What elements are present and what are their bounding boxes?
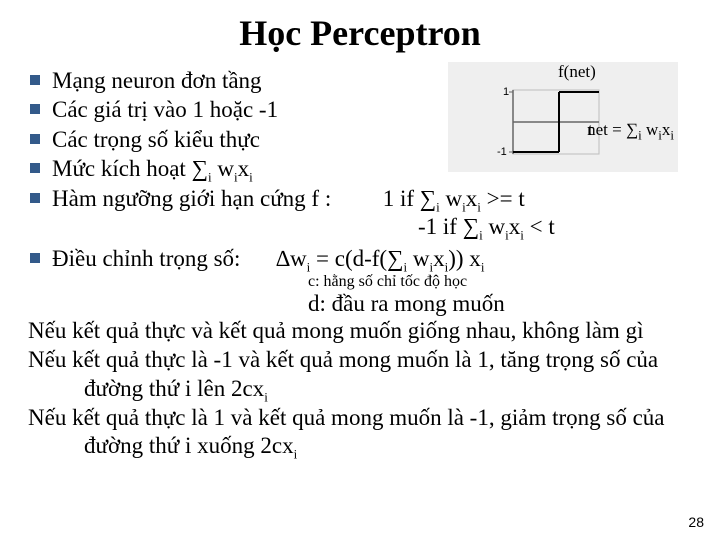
- bullet-4: Mức kích hoạt ∑i wixi: [28, 154, 692, 183]
- bullet-6: Điều chỉnh trọng số: ∆wi = c(d-f(∑i wixi…: [28, 244, 692, 273]
- para-2b: đường thứ i lên 2cxi: [28, 375, 692, 404]
- page-number: 28: [688, 514, 704, 530]
- para-3b: đường thứ i xuống 2cxi: [28, 432, 692, 461]
- bullet-list-2: Điều chỉnh trọng số: ∆wi = c(d-f(∑i wixi…: [28, 244, 692, 273]
- para-1: Nếu kết quả thực và kết quả mong muốn gi…: [28, 317, 692, 346]
- condition-line2: -1 if ∑i wixi < t: [418, 213, 692, 242]
- bullet-list: Mạng neuron đơn tầng Các giá trị vào 1 h…: [28, 66, 692, 213]
- para-3a: Nếu kết quả thực là 1 và kết quả mong mu…: [28, 404, 692, 433]
- bullet-3: Các trọng số kiểu thực: [28, 125, 692, 154]
- bullet-5: Hàm ngưỡng giới hạn cứng f : 1 if ∑i wix…: [28, 184, 692, 213]
- bullet-2: Các giá trị vào 1 hoặc -1: [28, 95, 692, 124]
- slide: Học Perceptron f(net) 1 -1: [0, 0, 720, 540]
- slide-title: Học Perceptron: [28, 12, 692, 54]
- bullet-1: Mạng neuron đơn tầng: [28, 66, 692, 95]
- note-c: c: hằng số chỉ tốc độ học: [308, 273, 692, 291]
- para-2a: Nếu kết quả thực là -1 và kết quả mong m…: [28, 346, 692, 375]
- note-d: d: đầu ra mong muốn: [308, 291, 692, 317]
